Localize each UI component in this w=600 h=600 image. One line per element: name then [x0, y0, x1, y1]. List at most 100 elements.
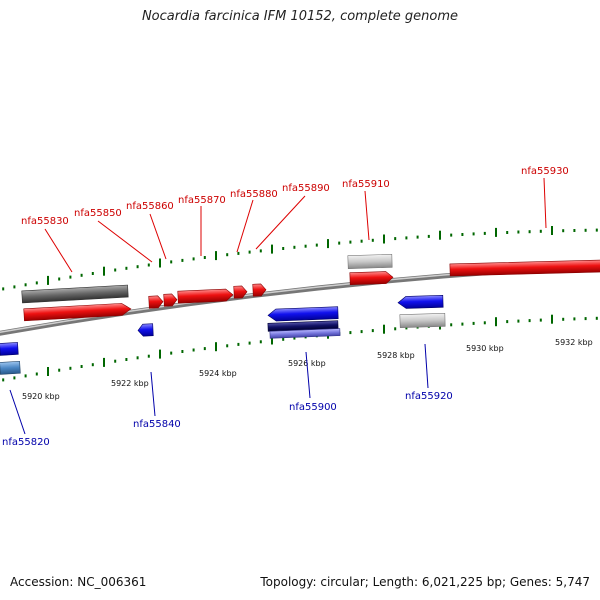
gene-bar-reverse-2[interactable]: [137, 323, 154, 337]
gene-bar-reverse-3[interactable]: [267, 306, 339, 322]
bottom-tick-2: [13, 376, 16, 380]
bottom-tick-48: [528, 319, 531, 323]
bottom-tick-46: [506, 320, 509, 324]
bottom-tick-35: [383, 324, 385, 334]
top-tick-37: [405, 236, 408, 240]
gene-label-nfa55870[interactable]: nfa55870: [178, 195, 226, 206]
tick-row-top: [2, 226, 598, 291]
gene-bar-forward-1[interactable]: [23, 303, 132, 322]
top-tick-49: [539, 229, 542, 233]
top-tick-43: [472, 232, 475, 236]
top-tick-28: [304, 244, 307, 248]
top-tick-44: [483, 231, 486, 235]
top-tick-5: [47, 275, 49, 285]
top-tick-4: [35, 281, 38, 285]
bottom-tick-53: [584, 317, 587, 321]
top-tick-7: [69, 275, 72, 279]
gene-label-nfa55850[interactable]: nfa55850: [74, 208, 122, 219]
bottom-tick-54: [595, 316, 598, 320]
top-tick-36: [394, 237, 397, 241]
gene-bar-reverse-1b[interactable]: [0, 360, 21, 375]
bottom-tick-16: [170, 351, 173, 355]
top-tick-53: [584, 228, 587, 232]
top-tick-33: [360, 239, 363, 243]
gene-label-nfa55840[interactable]: nfa55840: [133, 419, 181, 430]
top-tick-27: [293, 245, 296, 249]
top-tick-1: [2, 287, 5, 291]
gene-bar-forward-5[interactable]: [233, 285, 248, 299]
gene-label-nfa55880[interactable]: nfa55880: [230, 189, 278, 200]
gene-label-nfa55830[interactable]: nfa55830: [21, 216, 69, 227]
gene-bar-forward-7[interactable]: [349, 271, 394, 285]
gene-label-nfa55900[interactable]: nfa55900: [289, 402, 337, 413]
bottom-tick-21: [226, 344, 229, 348]
bottom-tick-7: [69, 366, 72, 370]
top-tick-8: [80, 273, 83, 277]
bottom-tick-41: [450, 323, 453, 327]
top-tick-34: [371, 238, 374, 242]
gene-label-nfa55920[interactable]: nfa55920: [405, 391, 453, 402]
bottom-tick-44: [483, 321, 486, 325]
gene-label-nfa55890[interactable]: nfa55890: [282, 183, 330, 194]
accession-text: Accession: NC_006361: [10, 575, 147, 589]
top-tick-39: [427, 234, 430, 238]
bottom-tick-52: [573, 317, 576, 321]
top-tick-41: [450, 233, 453, 237]
top-tick-6: [58, 277, 61, 281]
gene-label-nfa55820[interactable]: nfa55820: [2, 437, 50, 448]
gene-bar-reverse-3c[interactable]: [269, 328, 341, 339]
bottom-tick-10: [103, 357, 105, 367]
genome-summary-text: Topology: circular; Length: 6,021,225 bp…: [260, 575, 590, 589]
kbp-label-5924: 5924 kbp: [199, 369, 237, 378]
gene-bar-forward-6[interactable]: [252, 283, 267, 297]
top-tick-38: [416, 235, 419, 239]
gene-bar-reverse-1[interactable]: [0, 342, 19, 356]
top-tick-12: [125, 266, 128, 270]
gene-bar-forward-2[interactable]: [148, 295, 164, 309]
top-tick-30: [327, 239, 329, 249]
top-tick-35: [383, 234, 385, 244]
gene-label-nfa55930[interactable]: nfa55930: [521, 166, 569, 177]
top-tick-45: [495, 227, 497, 237]
top-tick-2: [13, 285, 16, 289]
top-tick-23: [248, 250, 251, 254]
gene-bar-reverse-4[interactable]: [397, 295, 444, 309]
bottom-tick-33: [360, 330, 363, 334]
label-leader-lines-top: [44, 177, 547, 273]
bottom-tick-12: [125, 358, 128, 361]
feature-bar-dark-gray[interactable]: [21, 284, 129, 304]
bottom-tick-42: [461, 322, 464, 326]
gene-label-nfa55910[interactable]: nfa55910: [342, 179, 390, 190]
kbp-label-5932: 5932 kbp: [555, 338, 593, 347]
top-tick-51: [562, 229, 565, 233]
top-tick-26: [282, 247, 285, 250]
bottom-tick-49: [539, 318, 542, 322]
gene-bar-forward-3[interactable]: [163, 293, 178, 307]
top-tick-15: [159, 258, 161, 268]
top-tick-10: [103, 266, 105, 276]
bottom-tick-43: [472, 321, 475, 325]
feature-bar-light-gray-top[interactable]: [347, 254, 393, 269]
top-tick-54: [595, 228, 598, 232]
bottom-tick-32: [349, 331, 352, 335]
bottom-tick-4: [35, 372, 38, 376]
top-tick-20: [215, 251, 217, 261]
bottom-tick-45: [495, 317, 497, 327]
bottom-tick-50: [551, 314, 553, 324]
bottom-tick-11: [114, 359, 117, 363]
bottom-tick-14: [147, 354, 150, 358]
top-tick-25: [271, 244, 273, 254]
feature-bar-light-gray-bottom[interactable]: [399, 312, 446, 328]
gene-bar-forward-8[interactable]: [449, 259, 600, 277]
bottom-tick-1: [2, 378, 5, 382]
bottom-tick-5: [47, 367, 49, 376]
gene-label-nfa55860[interactable]: nfa55860: [126, 201, 174, 212]
bottom-tick-47: [517, 319, 520, 323]
top-tick-16: [170, 260, 173, 264]
bottom-tick-24: [259, 340, 262, 344]
top-tick-50: [551, 226, 553, 235]
gene-bar-forward-4[interactable]: [177, 288, 234, 304]
top-tick-40: [439, 230, 441, 240]
top-tick-9: [91, 272, 94, 275]
